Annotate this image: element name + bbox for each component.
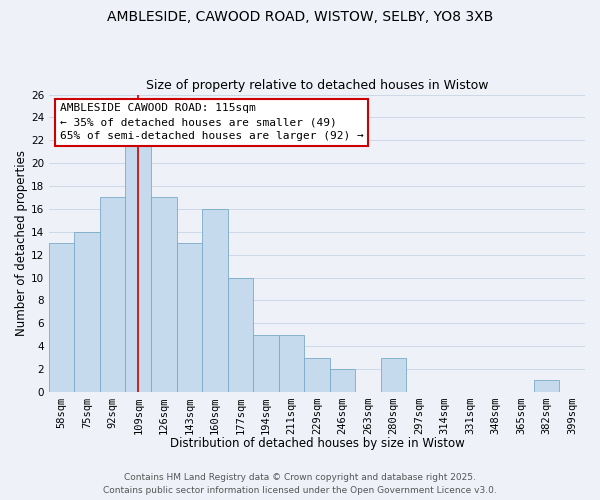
Text: Contains HM Land Registry data © Crown copyright and database right 2025.
Contai: Contains HM Land Registry data © Crown c… [103,474,497,495]
Bar [100,198,125,392]
Bar [151,198,176,392]
Bar [278,334,304,392]
Bar [330,369,355,392]
Bar [49,243,74,392]
Bar [202,209,227,392]
Bar [227,278,253,392]
Bar [74,232,100,392]
Bar [304,358,330,392]
Text: AMBLESIDE CAWOOD ROAD: 115sqm
← 35% of detached houses are smaller (49)
65% of s: AMBLESIDE CAWOOD ROAD: 115sqm ← 35% of d… [59,104,364,142]
Bar [176,243,202,392]
Bar [534,380,559,392]
Bar [381,358,406,392]
Bar [125,140,151,392]
Text: AMBLESIDE, CAWOOD ROAD, WISTOW, SELBY, YO8 3XB: AMBLESIDE, CAWOOD ROAD, WISTOW, SELBY, Y… [107,10,493,24]
Title: Size of property relative to detached houses in Wistow: Size of property relative to detached ho… [146,79,488,92]
X-axis label: Distribution of detached houses by size in Wistow: Distribution of detached houses by size … [170,437,464,450]
Y-axis label: Number of detached properties: Number of detached properties [15,150,28,336]
Bar [253,334,278,392]
